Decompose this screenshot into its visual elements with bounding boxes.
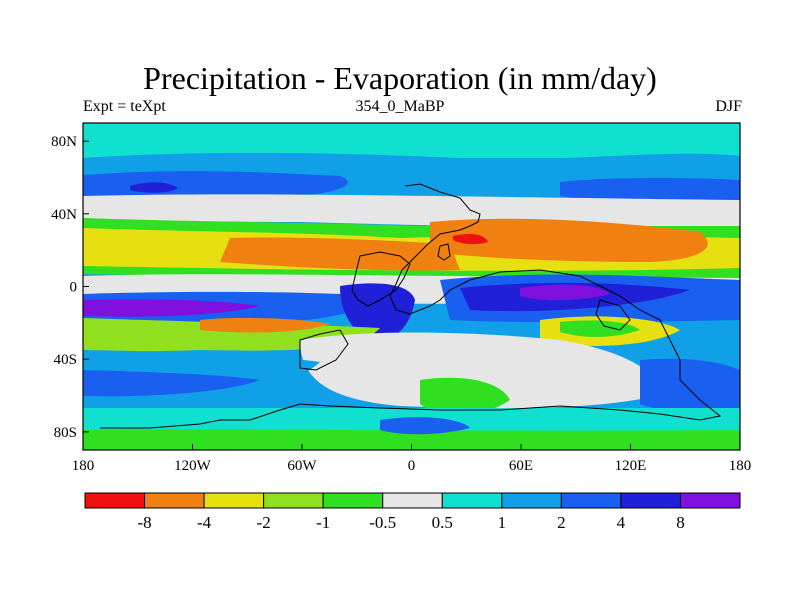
wet-storm-track-east <box>560 178 740 203</box>
colorbar-swatch <box>441 492 503 509</box>
colorbar-swatch <box>203 492 265 509</box>
timeslice-label: 354_0_MaBP <box>355 98 445 115</box>
y-tick-label: 80S <box>54 425 77 441</box>
colorbar-label: -8 <box>137 513 151 532</box>
southwest-coast <box>299 329 349 371</box>
colorbar-swatch <box>144 492 205 509</box>
colorbar-label: -1 <box>316 513 330 532</box>
colorbar-swatch <box>620 492 681 509</box>
map-field <box>83 123 740 450</box>
wet-southern-east <box>640 358 740 412</box>
colorbar-label: 1 <box>498 513 507 532</box>
x-tick-label: 60W <box>287 458 317 474</box>
y-tick-label: 80N <box>51 134 77 150</box>
wet-core-west <box>130 182 178 193</box>
green-south-east <box>560 320 640 337</box>
map-title: Precipitation - Evaporation (in mm/day) <box>143 60 657 96</box>
neutral-gondwana-interior <box>300 332 660 409</box>
x-tick-label: 60E <box>509 458 533 474</box>
wet-gondwana-core <box>340 283 415 341</box>
south-polar-green <box>83 429 740 450</box>
colorbar-swatch <box>560 492 622 509</box>
wet-polar-patch <box>380 417 470 435</box>
colorbar-label: -0.5 <box>369 513 396 532</box>
experiment-label: Expt = teXpt <box>83 98 166 115</box>
wet-itcz-core-west <box>83 299 260 317</box>
wet-itcz-max-east <box>520 284 610 301</box>
map-ticks: 180 120W 60W 0 60E 120E 180 80N 40N 0 40S 80S <box>51 134 751 474</box>
dry-orange-south <box>200 317 330 333</box>
x-tick-label: 180 <box>72 458 95 474</box>
green-gondwana-south <box>420 377 510 416</box>
dry-red-core <box>453 234 488 245</box>
dry-orange-tethys <box>430 218 708 262</box>
colorbar-label: -2 <box>257 513 271 532</box>
coastlines <box>100 183 722 429</box>
east-block-coast <box>595 299 631 331</box>
x-tick-label: 0 <box>408 458 416 474</box>
colorbar-swatch <box>501 492 562 509</box>
x-tick-label: 120W <box>174 458 212 474</box>
colorbar-label: 4 <box>617 513 626 532</box>
colorbar-label: 0.5 <box>432 513 453 532</box>
wet-southern-west <box>83 370 260 397</box>
island-coast <box>437 243 451 261</box>
laurussia-coast <box>351 251 411 307</box>
x-tick-label: 120E <box>615 458 647 474</box>
colorbar-swatch <box>382 492 443 509</box>
y-tick-label: 40N <box>51 207 77 223</box>
x-tick-label: 180 <box>729 458 752 474</box>
dry-orange-atlantic <box>220 237 460 271</box>
season-label: DJF <box>715 98 742 115</box>
colorbar-swatch <box>263 492 324 509</box>
colorbar-label: 2 <box>557 513 566 532</box>
y-tick-label: 0 <box>70 280 78 296</box>
colorbar-label: -4 <box>197 513 212 532</box>
colorbar-swatch <box>679 492 741 509</box>
colorbar: -8 -4 -2 -1 -0.5 0.5 1 2 4 8 <box>84 492 741 532</box>
neutral-band-north <box>83 194 740 229</box>
colorbar-swatch <box>322 492 384 509</box>
colorbar-label: 8 <box>676 513 685 532</box>
high-latitude-band <box>83 123 740 158</box>
gondwana-coast <box>100 183 722 429</box>
colorbar-swatch <box>84 492 146 509</box>
y-tick-label: 40S <box>54 352 77 368</box>
wet-storm-track-west <box>83 171 348 197</box>
